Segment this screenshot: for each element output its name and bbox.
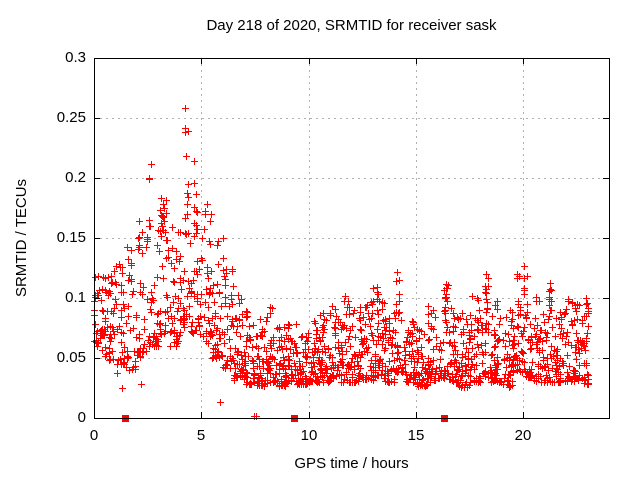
x-axis-label: GPS time / hours (294, 455, 409, 472)
scatter-points (91, 105, 592, 420)
y-tick-label: 0.1 (65, 289, 86, 306)
x-tick-label: 5 (196, 427, 206, 444)
axis-ticks (94, 58, 609, 419)
chart-title: Day 218 of 2020, SRMTID for receiver sas… (206, 17, 497, 34)
x-tick-label: 10 (300, 427, 318, 444)
y-tick-label: 0.3 (65, 49, 86, 66)
y-tick-label: 0.2 (65, 169, 86, 186)
x-tick-label: 15 (407, 427, 425, 444)
y-tick-label: 0 (77, 409, 86, 426)
y-tick-label: 0.15 (56, 229, 86, 246)
y-tick-label: 0.25 (56, 109, 86, 126)
y-tick-label: 0.05 (56, 349, 86, 366)
x-tick-label: 0 (89, 427, 99, 444)
x-tick-label: 20 (514, 427, 532, 444)
